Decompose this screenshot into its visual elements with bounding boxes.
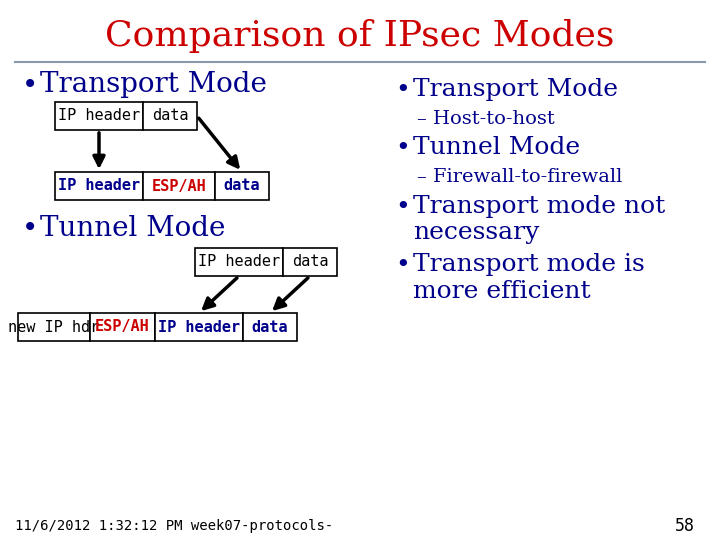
Bar [195, 248, 283, 276]
Text: •: • [395, 195, 410, 219]
Bar [215, 172, 269, 200]
Bar [18, 313, 90, 341]
Text: IP header: IP header [58, 179, 140, 193]
Text: •: • [22, 71, 38, 99]
Text: 11/6/2012 1:32:12 PM week07-protocols-: 11/6/2012 1:32:12 PM week07-protocols- [15, 519, 333, 533]
Text: – Host-to-host: – Host-to-host [417, 110, 554, 128]
Bar [143, 172, 215, 200]
Text: Tunnel Mode: Tunnel Mode [40, 214, 225, 241]
Text: ESP/AH: ESP/AH [152, 179, 207, 193]
Text: Comparison of IPsec Modes: Comparison of IPsec Modes [105, 19, 615, 53]
Text: 58: 58 [675, 517, 695, 535]
Text: data: data [224, 179, 260, 193]
Text: Transport Mode: Transport Mode [40, 71, 267, 98]
Text: new IP hdr: new IP hdr [9, 320, 99, 334]
Bar [243, 313, 297, 341]
Text: Transport Mode: Transport Mode [413, 78, 618, 101]
Text: IP header: IP header [158, 320, 240, 334]
Text: IP header: IP header [198, 254, 280, 269]
Text: data: data [292, 254, 328, 269]
Bar [143, 102, 197, 130]
Text: data: data [152, 109, 188, 124]
Text: Transport mode is
more efficient: Transport mode is more efficient [413, 253, 644, 302]
Text: •: • [395, 253, 410, 277]
Bar [90, 313, 155, 341]
Bar [55, 102, 143, 130]
Text: •: • [395, 78, 410, 102]
Text: IP header: IP header [58, 109, 140, 124]
Text: Transport mode not
necessary: Transport mode not necessary [413, 195, 665, 245]
Text: data: data [252, 320, 288, 334]
Bar [55, 172, 143, 200]
Text: •: • [395, 137, 410, 160]
Text: Tunnel Mode: Tunnel Mode [413, 137, 580, 159]
Text: ESP/AH: ESP/AH [95, 320, 150, 334]
Bar [155, 313, 243, 341]
Text: •: • [22, 214, 38, 242]
Bar [283, 248, 337, 276]
Text: – Firewall-to-firewall: – Firewall-to-firewall [417, 168, 622, 186]
